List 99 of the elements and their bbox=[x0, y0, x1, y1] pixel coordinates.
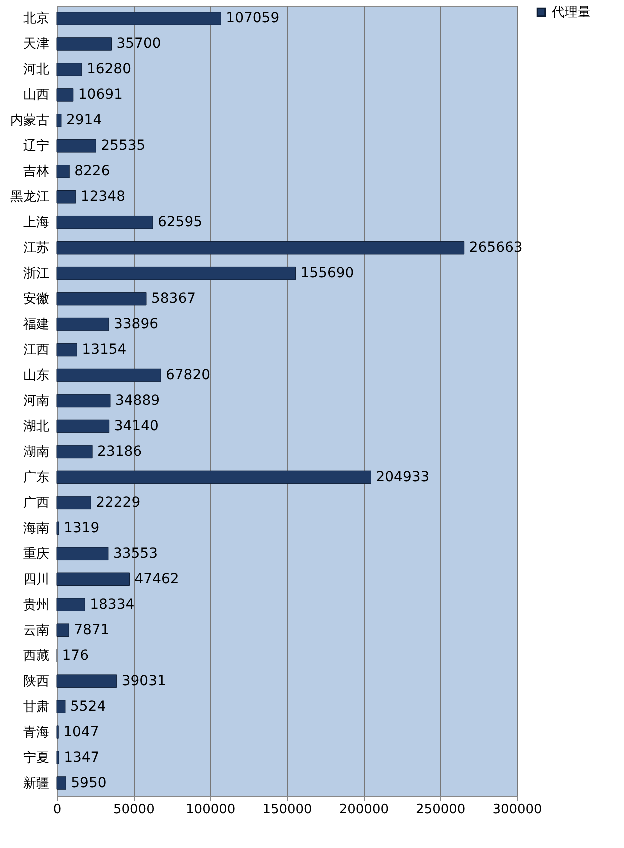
bar bbox=[56, 394, 111, 408]
bar bbox=[56, 445, 93, 459]
data-label: 58367 bbox=[151, 291, 196, 308]
bar bbox=[56, 343, 78, 357]
y-tick-label: 重庆 bbox=[24, 546, 50, 562]
y-tick-label: 安徽 bbox=[24, 291, 50, 308]
data-label: 22229 bbox=[96, 494, 141, 511]
bar bbox=[56, 216, 154, 230]
bar bbox=[56, 522, 60, 536]
data-label: 155690 bbox=[300, 266, 354, 282]
bar bbox=[56, 598, 86, 612]
data-label: 5524 bbox=[70, 698, 106, 715]
y-tick-label: 浙江 bbox=[24, 266, 50, 282]
bar bbox=[56, 292, 147, 306]
data-label: 176 bbox=[62, 648, 90, 664]
bar bbox=[56, 266, 296, 280]
data-label: 265663 bbox=[469, 240, 523, 256]
y-tick-label: 湖南 bbox=[24, 444, 50, 460]
bar bbox=[56, 318, 110, 332]
y-tick-label: 江苏 bbox=[24, 241, 50, 256]
y-tick-label: 辽宁 bbox=[24, 138, 50, 154]
bar bbox=[56, 547, 109, 561]
data-label: 62595 bbox=[158, 214, 203, 231]
y-tick-label: 内蒙古 bbox=[10, 114, 50, 129]
data-label: 107059 bbox=[226, 10, 280, 27]
data-label: 33553 bbox=[113, 546, 158, 562]
y-tick-label: 西藏 bbox=[24, 648, 50, 664]
data-label: 10691 bbox=[78, 87, 123, 104]
x-tick-label: 200000 bbox=[339, 802, 389, 818]
y-tick-label: 云南 bbox=[24, 623, 50, 638]
bar bbox=[56, 674, 118, 688]
bar bbox=[56, 88, 74, 102]
x-tick-label: 300000 bbox=[492, 802, 542, 818]
data-label: 39031 bbox=[122, 673, 166, 690]
data-label: 5950 bbox=[71, 775, 107, 792]
data-label: 2914 bbox=[66, 112, 102, 129]
legend-label: 代理量 bbox=[551, 6, 591, 20]
y-tick-label: 四川 bbox=[24, 572, 50, 588]
bar bbox=[56, 496, 92, 510]
y-tick-label: 江西 bbox=[24, 343, 50, 358]
bar bbox=[56, 190, 76, 204]
y-tick-label: 广东 bbox=[24, 470, 50, 486]
y-tick-label: 河北 bbox=[24, 62, 50, 78]
bar bbox=[56, 776, 66, 790]
y-tick-label: 北京 bbox=[24, 12, 50, 27]
data-label: 7871 bbox=[74, 622, 110, 638]
bar bbox=[56, 63, 82, 76]
y-tick-label: 陕西 bbox=[24, 674, 50, 690]
bar bbox=[56, 38, 112, 51]
bar bbox=[56, 140, 96, 153]
y-tick-label: 新疆 bbox=[24, 776, 50, 792]
y-tick-label: 福建 bbox=[24, 318, 50, 333]
y-tick-label: 青海 bbox=[24, 725, 50, 740]
bar bbox=[56, 751, 60, 764]
bar bbox=[56, 572, 130, 586]
bar bbox=[56, 420, 110, 434]
data-label: 25535 bbox=[101, 138, 146, 154]
bar bbox=[56, 165, 70, 178]
bar bbox=[56, 12, 222, 26]
y-tick-label: 湖北 bbox=[24, 419, 50, 434]
bar bbox=[56, 470, 372, 484]
data-label: 1347 bbox=[64, 750, 100, 766]
y-tick-label: 宁夏 bbox=[24, 750, 50, 766]
data-label: 8226 bbox=[74, 164, 110, 180]
y-tick-label: 山东 bbox=[24, 368, 50, 384]
data-label: 18334 bbox=[90, 596, 135, 613]
bar bbox=[56, 241, 465, 255]
data-label: 35700 bbox=[116, 36, 162, 52]
y-tick-label: 上海 bbox=[24, 216, 50, 231]
y-tick-label: 黑龙江 bbox=[10, 190, 50, 206]
data-label: 33896 bbox=[114, 316, 159, 333]
y-tick-label: 天津 bbox=[24, 37, 50, 52]
data-label: 23186 bbox=[98, 444, 142, 460]
y-tick-label: 吉林 bbox=[24, 164, 50, 180]
bar bbox=[56, 700, 66, 714]
data-label: 47462 bbox=[134, 571, 180, 588]
x-tick-label: 50000 bbox=[113, 802, 155, 818]
data-label: 1319 bbox=[64, 520, 100, 536]
data-label: 1047 bbox=[64, 724, 100, 740]
x-tick-label: 0 bbox=[53, 802, 62, 818]
bar bbox=[56, 368, 162, 382]
y-tick-label: 贵州 bbox=[24, 598, 50, 613]
x-tick-label: 150000 bbox=[262, 802, 312, 818]
y-tick-label: 海南 bbox=[24, 521, 50, 536]
bar bbox=[56, 624, 70, 637]
data-label: 204933 bbox=[376, 469, 430, 486]
x-tick-label: 250000 bbox=[416, 802, 466, 818]
data-label: 34889 bbox=[115, 393, 160, 409]
data-label: 12348 bbox=[80, 189, 126, 206]
y-tick-label: 河南 bbox=[24, 394, 50, 409]
data-label: 67820 bbox=[166, 368, 211, 384]
bar bbox=[56, 114, 62, 128]
y-tick-label: 广西 bbox=[24, 496, 50, 511]
data-label: 16280 bbox=[86, 62, 132, 78]
data-label: 13154 bbox=[82, 342, 127, 358]
y-tick-label: 甘肃 bbox=[24, 700, 50, 715]
x-tick-label: 100000 bbox=[186, 802, 236, 818]
y-tick-label: 山西 bbox=[24, 88, 50, 104]
data-label: 34140 bbox=[114, 418, 159, 434]
